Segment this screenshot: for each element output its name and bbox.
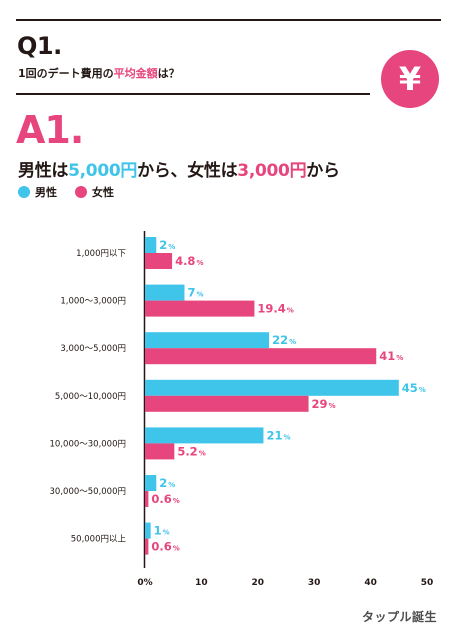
- bar-male: [145, 284, 185, 301]
- x-tick-label: 40: [364, 578, 377, 588]
- answer-part-1: 男性は: [18, 161, 69, 181]
- bar-male: [145, 332, 270, 349]
- answer-female-value: 3,000円: [237, 161, 307, 181]
- data-label-female: 0.6%: [151, 492, 179, 506]
- x-tick-label: 20: [252, 578, 265, 588]
- data-label-female: 41%: [379, 349, 403, 363]
- category-label: 10,000～30,000円: [50, 439, 126, 449]
- legend-item-male: 男性: [18, 184, 57, 200]
- bar-female: [145, 253, 173, 269]
- legend-label-male: 男性: [35, 186, 57, 199]
- bar-male: [145, 427, 264, 444]
- x-tick-label: 10: [195, 578, 208, 588]
- legend-dot-male: [18, 186, 30, 198]
- bar-female: [145, 300, 255, 317]
- top-rule: [16, 19, 441, 21]
- legend-item-female: 女性: [75, 184, 114, 200]
- answer-part-2: から、女性は: [137, 161, 238, 181]
- answer-summary: 男性は5,000円から、女性は3,000円から: [18, 156, 340, 181]
- legend-label-female: 女性: [92, 186, 114, 199]
- data-label-male: 2%: [159, 476, 175, 490]
- data-label-male: 22%: [272, 333, 296, 347]
- category-label: 5,000～10,000円: [55, 392, 126, 402]
- bar-male: [145, 522, 151, 539]
- x-tick-label: 0%: [137, 578, 152, 588]
- category-label: 50,000円以上: [71, 535, 127, 545]
- question-title: Q1.: [17, 32, 62, 60]
- data-label-female: 19.4%: [257, 302, 293, 316]
- bar-female: [145, 443, 175, 460]
- data-label-male: 1%: [154, 524, 170, 538]
- bar-female: [145, 538, 149, 555]
- bar-female: [145, 395, 309, 412]
- question-subtitle-highlight: 平均金額: [113, 67, 158, 80]
- data-label-female: 5.2%: [177, 444, 205, 458]
- data-label-male: 45%: [402, 381, 426, 395]
- bar-female: [145, 491, 149, 507]
- bar-male: [145, 475, 157, 491]
- category-label: 3,000～5,000円: [60, 344, 126, 354]
- bar-female: [145, 348, 377, 365]
- bar-male: [145, 379, 399, 396]
- category-label: 1,000円以下: [76, 249, 126, 259]
- question-subtitle-pre: 1回のデート費用の: [18, 67, 114, 80]
- data-label-female: 0.6%: [151, 540, 179, 554]
- data-label-female: 4.8%: [175, 254, 203, 268]
- data-label-female: 29%: [312, 397, 336, 411]
- data-label-male: 2%: [159, 238, 175, 252]
- legend-dot-female: [75, 186, 87, 198]
- category-label: 30,000～50,000円: [50, 487, 126, 497]
- question-rule: [16, 93, 370, 95]
- question-subtitle-post: は？: [157, 67, 180, 80]
- x-tick-label: 50: [421, 578, 434, 588]
- answer-part-3: から: [306, 161, 340, 181]
- data-label-male: 7%: [187, 286, 203, 300]
- x-tick-label: 30: [308, 578, 321, 588]
- category-label: 1,000～3,000円: [60, 297, 126, 307]
- yen-icon: ¥: [381, 50, 439, 108]
- chart-legend: 男性 女性: [18, 184, 132, 200]
- answer-title: A1.: [16, 108, 84, 152]
- question-subtitle: 1回のデート費用の平均金額は？: [18, 65, 180, 81]
- data-label-male: 21%: [266, 428, 290, 442]
- answer-male-value: 5,000円: [68, 161, 138, 181]
- bar-male: [145, 237, 157, 253]
- brand-logo: タップル誕生: [362, 610, 438, 624]
